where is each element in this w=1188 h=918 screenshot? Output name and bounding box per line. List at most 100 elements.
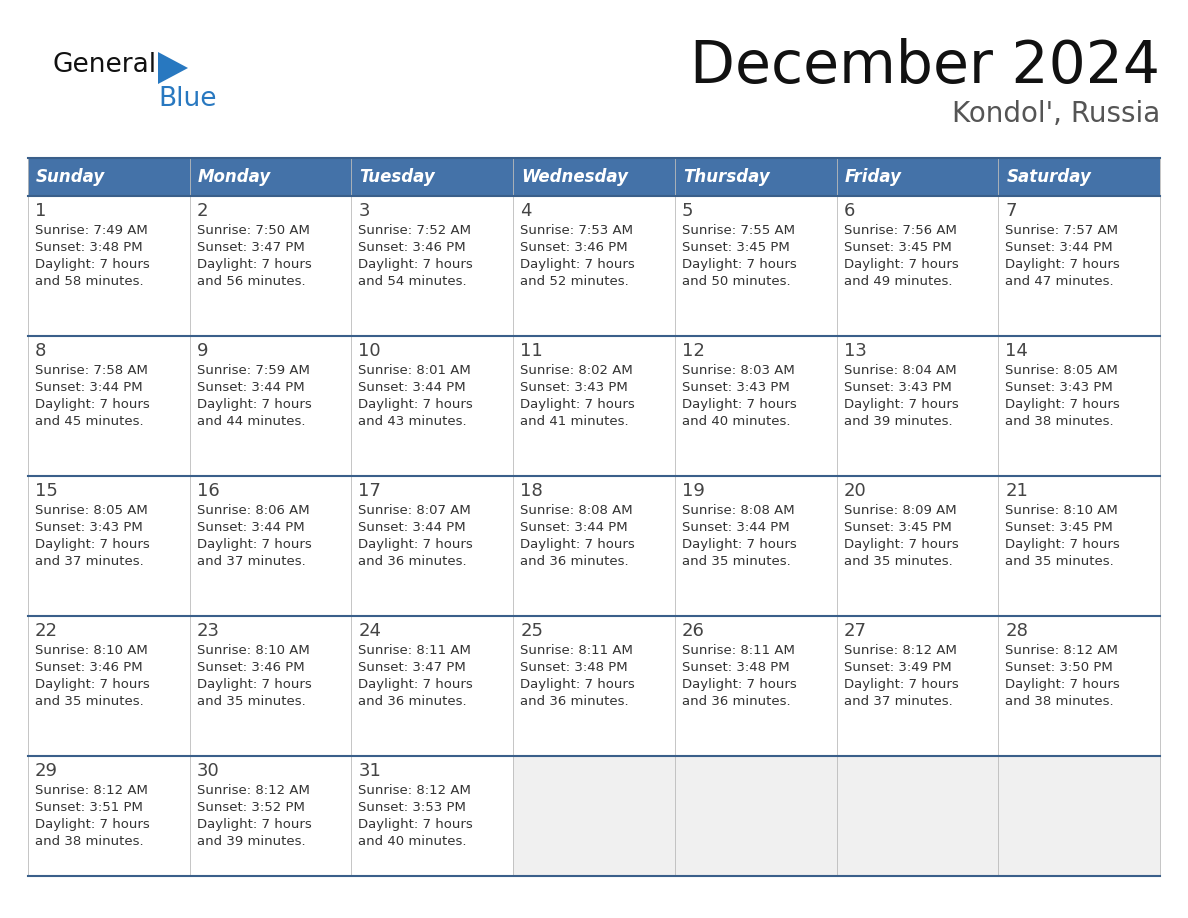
- Text: and 35 minutes.: and 35 minutes.: [1005, 555, 1114, 568]
- Text: Sunrise: 8:09 AM: Sunrise: 8:09 AM: [843, 504, 956, 517]
- Text: Sunrise: 8:11 AM: Sunrise: 8:11 AM: [520, 644, 633, 657]
- Text: Daylight: 7 hours: Daylight: 7 hours: [843, 678, 959, 691]
- Text: Sunset: 3:44 PM: Sunset: 3:44 PM: [1005, 241, 1113, 254]
- Text: 14: 14: [1005, 342, 1028, 360]
- Text: Sunset: 3:46 PM: Sunset: 3:46 PM: [359, 241, 466, 254]
- Text: Sunset: 3:45 PM: Sunset: 3:45 PM: [1005, 521, 1113, 534]
- Text: and 38 minutes.: and 38 minutes.: [34, 835, 144, 848]
- Text: Sunrise: 8:10 AM: Sunrise: 8:10 AM: [197, 644, 309, 657]
- Text: Sunrise: 8:12 AM: Sunrise: 8:12 AM: [1005, 644, 1118, 657]
- Text: Daylight: 7 hours: Daylight: 7 hours: [197, 258, 311, 271]
- Text: 2: 2: [197, 202, 208, 220]
- Text: 7: 7: [1005, 202, 1017, 220]
- Text: Sunset: 3:52 PM: Sunset: 3:52 PM: [197, 801, 304, 814]
- Text: Daylight: 7 hours: Daylight: 7 hours: [1005, 678, 1120, 691]
- Text: Sunrise: 8:12 AM: Sunrise: 8:12 AM: [34, 784, 147, 797]
- Text: 16: 16: [197, 482, 220, 500]
- Text: Sunset: 3:51 PM: Sunset: 3:51 PM: [34, 801, 143, 814]
- Text: and 37 minutes.: and 37 minutes.: [34, 555, 144, 568]
- Text: 22: 22: [34, 622, 58, 640]
- Text: and 47 minutes.: and 47 minutes.: [1005, 275, 1114, 288]
- Text: 30: 30: [197, 762, 220, 780]
- Text: Sunrise: 8:07 AM: Sunrise: 8:07 AM: [359, 504, 472, 517]
- Text: Sunset: 3:44 PM: Sunset: 3:44 PM: [197, 521, 304, 534]
- Text: 18: 18: [520, 482, 543, 500]
- Text: and 40 minutes.: and 40 minutes.: [359, 835, 467, 848]
- Text: and 54 minutes.: and 54 minutes.: [359, 275, 467, 288]
- Text: 11: 11: [520, 342, 543, 360]
- Text: Sunset: 3:48 PM: Sunset: 3:48 PM: [682, 661, 790, 674]
- Text: December 2024: December 2024: [690, 38, 1159, 95]
- Text: Sunrise: 7:55 AM: Sunrise: 7:55 AM: [682, 224, 795, 237]
- Text: and 56 minutes.: and 56 minutes.: [197, 275, 305, 288]
- Text: 10: 10: [359, 342, 381, 360]
- Text: 29: 29: [34, 762, 58, 780]
- Text: Daylight: 7 hours: Daylight: 7 hours: [1005, 258, 1120, 271]
- Text: Sunset: 3:46 PM: Sunset: 3:46 PM: [520, 241, 627, 254]
- Text: Sunrise: 8:11 AM: Sunrise: 8:11 AM: [682, 644, 795, 657]
- Text: and 39 minutes.: and 39 minutes.: [197, 835, 305, 848]
- Text: Sunset: 3:47 PM: Sunset: 3:47 PM: [197, 241, 304, 254]
- Text: 9: 9: [197, 342, 208, 360]
- Text: 23: 23: [197, 622, 220, 640]
- Text: and 35 minutes.: and 35 minutes.: [197, 695, 305, 708]
- Text: 6: 6: [843, 202, 855, 220]
- Text: Sunrise: 8:08 AM: Sunrise: 8:08 AM: [520, 504, 633, 517]
- Text: Sunset: 3:46 PM: Sunset: 3:46 PM: [197, 661, 304, 674]
- Text: 25: 25: [520, 622, 543, 640]
- Text: Daylight: 7 hours: Daylight: 7 hours: [34, 258, 150, 271]
- Text: and 36 minutes.: and 36 minutes.: [359, 695, 467, 708]
- Text: Daylight: 7 hours: Daylight: 7 hours: [34, 538, 150, 551]
- Text: Wednesday: Wednesday: [522, 168, 628, 186]
- Text: Daylight: 7 hours: Daylight: 7 hours: [34, 818, 150, 831]
- Text: Monday: Monday: [197, 168, 271, 186]
- Text: Daylight: 7 hours: Daylight: 7 hours: [197, 538, 311, 551]
- Bar: [29, 158, 1159, 196]
- Text: and 35 minutes.: and 35 minutes.: [843, 555, 953, 568]
- Text: 28: 28: [1005, 622, 1028, 640]
- Text: Friday: Friday: [845, 168, 902, 186]
- Text: Sunrise: 8:01 AM: Sunrise: 8:01 AM: [359, 364, 472, 377]
- Text: Sunset: 3:46 PM: Sunset: 3:46 PM: [34, 661, 143, 674]
- Bar: [29, 476, 1159, 616]
- Text: and 45 minutes.: and 45 minutes.: [34, 415, 144, 428]
- Text: Sunrise: 8:10 AM: Sunrise: 8:10 AM: [1005, 504, 1118, 517]
- Text: 13: 13: [843, 342, 866, 360]
- Bar: [998, 756, 1159, 876]
- Text: 3: 3: [359, 202, 369, 220]
- Text: Sunrise: 8:12 AM: Sunrise: 8:12 AM: [843, 644, 956, 657]
- Text: Sunrise: 7:53 AM: Sunrise: 7:53 AM: [520, 224, 633, 237]
- Text: Sunrise: 8:03 AM: Sunrise: 8:03 AM: [682, 364, 795, 377]
- Text: and 35 minutes.: and 35 minutes.: [682, 555, 790, 568]
- Text: Sunrise: 8:06 AM: Sunrise: 8:06 AM: [197, 504, 309, 517]
- Text: Saturday: Saturday: [1006, 168, 1091, 186]
- Text: and 44 minutes.: and 44 minutes.: [197, 415, 305, 428]
- Text: 4: 4: [520, 202, 532, 220]
- Text: Sunset: 3:44 PM: Sunset: 3:44 PM: [197, 381, 304, 394]
- Text: Daylight: 7 hours: Daylight: 7 hours: [359, 818, 473, 831]
- Polygon shape: [158, 52, 188, 84]
- Text: and 36 minutes.: and 36 minutes.: [520, 695, 628, 708]
- Text: Daylight: 7 hours: Daylight: 7 hours: [843, 258, 959, 271]
- Text: Daylight: 7 hours: Daylight: 7 hours: [34, 678, 150, 691]
- Text: 19: 19: [682, 482, 704, 500]
- Text: and 49 minutes.: and 49 minutes.: [843, 275, 952, 288]
- Bar: [29, 196, 1159, 336]
- Text: 26: 26: [682, 622, 704, 640]
- Bar: [29, 616, 1159, 756]
- Text: Sunrise: 7:52 AM: Sunrise: 7:52 AM: [359, 224, 472, 237]
- Text: Sunset: 3:43 PM: Sunset: 3:43 PM: [520, 381, 628, 394]
- Text: Daylight: 7 hours: Daylight: 7 hours: [34, 398, 150, 411]
- Text: Daylight: 7 hours: Daylight: 7 hours: [682, 538, 797, 551]
- Text: 17: 17: [359, 482, 381, 500]
- Text: Sunset: 3:48 PM: Sunset: 3:48 PM: [34, 241, 143, 254]
- Text: Daylight: 7 hours: Daylight: 7 hours: [1005, 398, 1120, 411]
- Text: 31: 31: [359, 762, 381, 780]
- Text: 12: 12: [682, 342, 704, 360]
- Text: Sunrise: 8:11 AM: Sunrise: 8:11 AM: [359, 644, 472, 657]
- Text: Sunset: 3:44 PM: Sunset: 3:44 PM: [359, 521, 466, 534]
- Text: 27: 27: [843, 622, 866, 640]
- Text: Thursday: Thursday: [683, 168, 770, 186]
- Text: Daylight: 7 hours: Daylight: 7 hours: [197, 678, 311, 691]
- Text: and 43 minutes.: and 43 minutes.: [359, 415, 467, 428]
